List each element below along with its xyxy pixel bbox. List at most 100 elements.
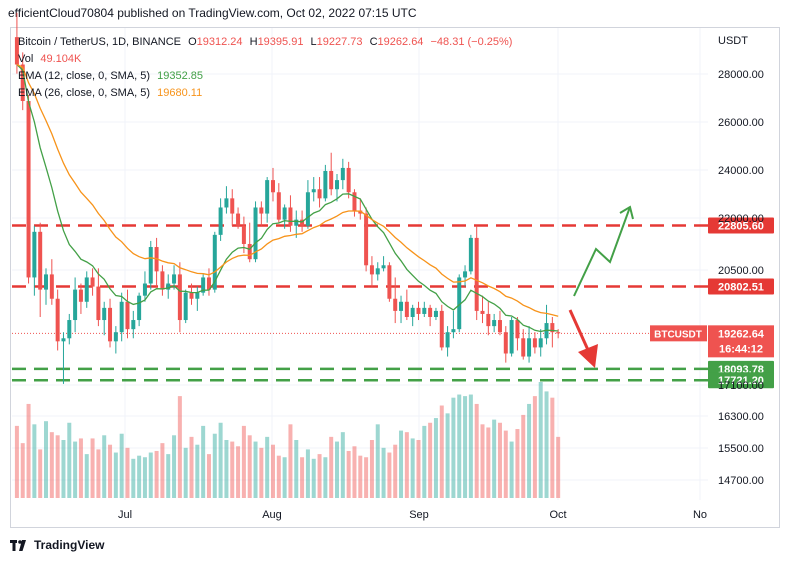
chart-grid (12, 28, 708, 500)
volume-bar (259, 447, 264, 498)
candle-body (300, 219, 305, 226)
legend-volume-value: 49.104K (40, 53, 82, 65)
y-tick-label: 14700.00 (718, 475, 764, 487)
candle-body (137, 295, 142, 321)
legend-symbol: Bitcoin / TetherUS, 1D, BINANCE (18, 36, 182, 48)
candle-body (538, 338, 543, 348)
legend-low-value: 19227.73 (316, 36, 363, 48)
volume-bar (14, 425, 19, 498)
candle-body (265, 180, 270, 214)
y-tick-label: 22000.00 (718, 213, 764, 225)
candle-body (387, 265, 392, 299)
candle-body (67, 320, 72, 339)
candle-body (195, 292, 200, 299)
volume-bar (73, 441, 78, 498)
volume-bar (61, 440, 66, 498)
candle-body (212, 234, 217, 290)
level-tag (708, 278, 774, 295)
candle-body (253, 207, 258, 260)
candle-body (131, 320, 136, 330)
symbol-tag (650, 325, 707, 342)
legend-volume-label: Vol (18, 53, 34, 65)
level-tag-text: 17721.20 (718, 375, 764, 387)
candle-body (113, 332, 118, 342)
tradingview-footer[interactable]: TradingView (10, 538, 104, 552)
candle-body (247, 243, 252, 260)
volume-bar (38, 449, 43, 498)
volume-bar (375, 424, 380, 498)
candle-body (183, 292, 188, 321)
volume-bar (288, 424, 293, 498)
volume-bar (212, 433, 217, 498)
volume-bar (90, 438, 95, 498)
volume-bar (433, 418, 438, 498)
time-axis: Jul Aug Sep Oct No (118, 509, 707, 521)
volume-bars (14, 382, 561, 498)
volume-bar (486, 427, 491, 498)
candle-body (78, 289, 83, 302)
legend-volume-row: Vol 49.104K (18, 53, 85, 65)
volume-bar (340, 432, 345, 498)
ema26-line (16, 63, 559, 317)
candle-body (276, 192, 281, 220)
volume-bar (166, 454, 171, 498)
volume-bar (410, 438, 415, 498)
volume-bar (538, 382, 543, 498)
candle-body (160, 271, 165, 290)
candle-body (346, 167, 351, 193)
bullish-arrow (573, 206, 631, 297)
volume-bar (67, 422, 72, 498)
volume-bar (451, 397, 456, 498)
volume-bar (544, 391, 549, 498)
volume-bar (247, 435, 252, 498)
volume-bar (78, 438, 83, 498)
candle-body (20, 64, 25, 102)
volume-bar (317, 454, 322, 498)
volume-bar (125, 447, 130, 498)
candle-body (206, 277, 211, 290)
volume-bar (32, 424, 37, 498)
last-price-tag (708, 325, 774, 358)
candle-body (393, 298, 398, 311)
bearish-arrowhead (578, 344, 598, 368)
volume-bar (270, 444, 275, 498)
y-tick-label: 26000.00 (718, 117, 764, 129)
volume-bar (556, 436, 561, 498)
candle-body (550, 323, 555, 333)
price-axis: USDT 28000.00 26000.00 24000.00 22000.00 2050… (718, 35, 764, 487)
volume-bar (131, 458, 136, 498)
volume-bar (480, 424, 485, 498)
candle-body (433, 310, 438, 317)
candle-body (480, 310, 485, 314)
candle-body (102, 307, 107, 321)
volume-bar (189, 436, 194, 498)
candle-body (340, 167, 345, 181)
legend-close-value: 19262.64 (377, 36, 424, 48)
projection-arrows (568, 205, 634, 368)
volume-bar (352, 446, 357, 498)
volume-bar (218, 422, 223, 498)
legend-ema26-row: EMA (26, close, 0, SMA, 5) 19680.11 (18, 87, 206, 99)
volume-bar (346, 450, 351, 498)
candle-body (311, 189, 316, 193)
volume-bar (445, 413, 450, 498)
legend-high-label: H (249, 36, 258, 48)
volume-bar (241, 425, 246, 498)
volume-bar (195, 444, 200, 498)
legend-open-label: O (188, 36, 197, 48)
volume-bar (137, 455, 142, 498)
candle-body (270, 180, 275, 193)
last-price-text: 19262.64 (718, 328, 765, 340)
legend-close-label: C (369, 36, 378, 48)
candle-body (503, 332, 508, 354)
volume-bar (253, 441, 258, 498)
volume-bar (532, 396, 537, 498)
volume-bar (44, 421, 49, 498)
level-tag (708, 217, 774, 234)
candle-body (55, 298, 60, 342)
candle-body (224, 198, 229, 208)
candle-body (428, 307, 433, 317)
bearish-arrow (568, 309, 590, 351)
